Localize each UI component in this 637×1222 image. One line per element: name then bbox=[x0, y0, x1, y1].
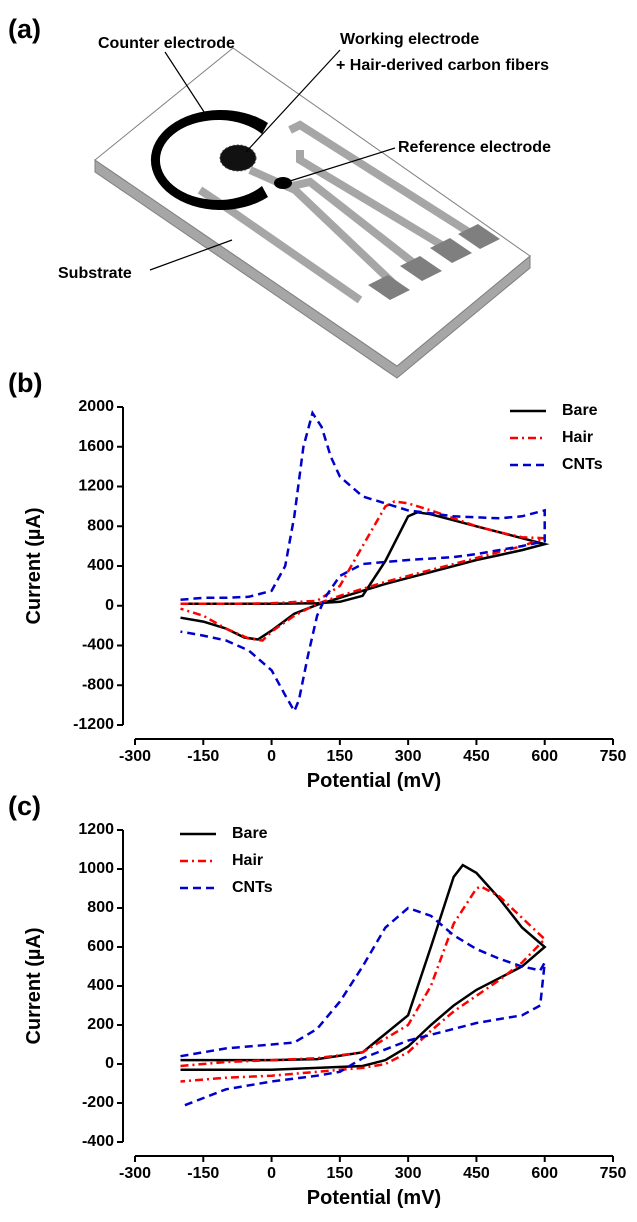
y-tick-label: 400 bbox=[87, 977, 114, 994]
legend-label: Bare bbox=[232, 825, 268, 842]
x-tick-label: 450 bbox=[463, 748, 490, 765]
legend-label: Hair bbox=[562, 429, 593, 446]
series-line bbox=[180, 409, 546, 714]
chart: (b) -1200 -800 -400 0 400 800 1200 1600 2000 -300 -… bbox=[8, 368, 626, 792]
panel-label: (b) bbox=[8, 368, 42, 398]
panel-label: (c) bbox=[8, 791, 41, 821]
y-tick-label: 1000 bbox=[78, 860, 114, 877]
x-tick-label: 450 bbox=[463, 1165, 490, 1182]
traces bbox=[197, 120, 478, 304]
series-line bbox=[180, 500, 546, 642]
counter-label: Counter electrode bbox=[98, 35, 235, 52]
y-axis-label: Current (µA) bbox=[23, 927, 45, 1044]
legend-label: CNTs bbox=[562, 456, 603, 473]
y-tick-label: 1200 bbox=[78, 821, 114, 838]
x-tick-label: -150 bbox=[187, 1165, 219, 1182]
pads bbox=[368, 224, 500, 300]
series-line bbox=[180, 885, 547, 1083]
x-tick-label: 300 bbox=[395, 748, 422, 765]
panel-label: (a) bbox=[8, 14, 41, 44]
x-tick-label: 600 bbox=[531, 1165, 558, 1182]
substrate-label: Substrate bbox=[58, 265, 132, 282]
x-tick-label: 150 bbox=[327, 1165, 354, 1182]
y-tick-label: 200 bbox=[87, 1016, 114, 1033]
y-axis-label: Current (µA) bbox=[23, 507, 45, 624]
y-tick-label: 0 bbox=[105, 1055, 114, 1072]
working-label: Working electrode bbox=[340, 31, 479, 48]
x-tick-label: 0 bbox=[267, 1165, 276, 1182]
y-tick-label: 800 bbox=[87, 517, 114, 534]
y-tick-label: 1200 bbox=[78, 478, 114, 495]
substrate-diagram: (a) Counter electrode Working electrode … bbox=[8, 14, 551, 379]
y-tick-label: 2000 bbox=[78, 398, 114, 415]
y-tick-label: -200 bbox=[82, 1094, 114, 1111]
leader-lines bbox=[149, 49, 396, 271]
x-tick-label: 600 bbox=[531, 748, 558, 765]
y-tick-label: 600 bbox=[87, 938, 114, 955]
counter-electrode bbox=[150, 109, 268, 210]
x-tick-label: 750 bbox=[600, 748, 627, 765]
y-tick-label: 1600 bbox=[78, 438, 114, 455]
y-tick-label: -800 bbox=[82, 676, 114, 693]
y-tick-label: 0 bbox=[105, 597, 114, 614]
x-tick-label: 300 bbox=[395, 1165, 422, 1182]
reference-label: Reference electrode bbox=[398, 139, 551, 156]
y-tick-label: -1200 bbox=[73, 716, 114, 733]
x-tick-label: 0 bbox=[267, 748, 276, 765]
x-axis-label: Potential (mV) bbox=[307, 770, 441, 792]
working-electrode bbox=[219, 144, 257, 172]
x-tick-label: -300 bbox=[119, 1165, 151, 1182]
legend-label: Bare bbox=[562, 402, 598, 419]
y-tick-label: -400 bbox=[82, 1133, 114, 1150]
x-tick-label: -300 bbox=[119, 748, 151, 765]
series-line bbox=[180, 511, 550, 641]
reference-electrode bbox=[274, 177, 292, 189]
x-tick-label: -150 bbox=[187, 748, 219, 765]
chart: (c) -400 -200 0 200 400 600 800 1000 1200 -300 -150… bbox=[8, 791, 626, 1209]
y-tick-label: -400 bbox=[82, 637, 114, 654]
x-tick-label: 150 bbox=[327, 748, 354, 765]
legend-label: CNTs bbox=[232, 879, 273, 896]
y-tick-label: 400 bbox=[87, 557, 114, 574]
series-line bbox=[180, 906, 546, 1109]
legend-label: Hair bbox=[232, 852, 263, 869]
y-tick-label: 800 bbox=[87, 899, 114, 916]
x-tick-label: 750 bbox=[600, 1165, 627, 1182]
x-axis-label: Potential (mV) bbox=[307, 1187, 441, 1209]
working-note: + Hair-derived carbon fibers bbox=[336, 57, 549, 74]
